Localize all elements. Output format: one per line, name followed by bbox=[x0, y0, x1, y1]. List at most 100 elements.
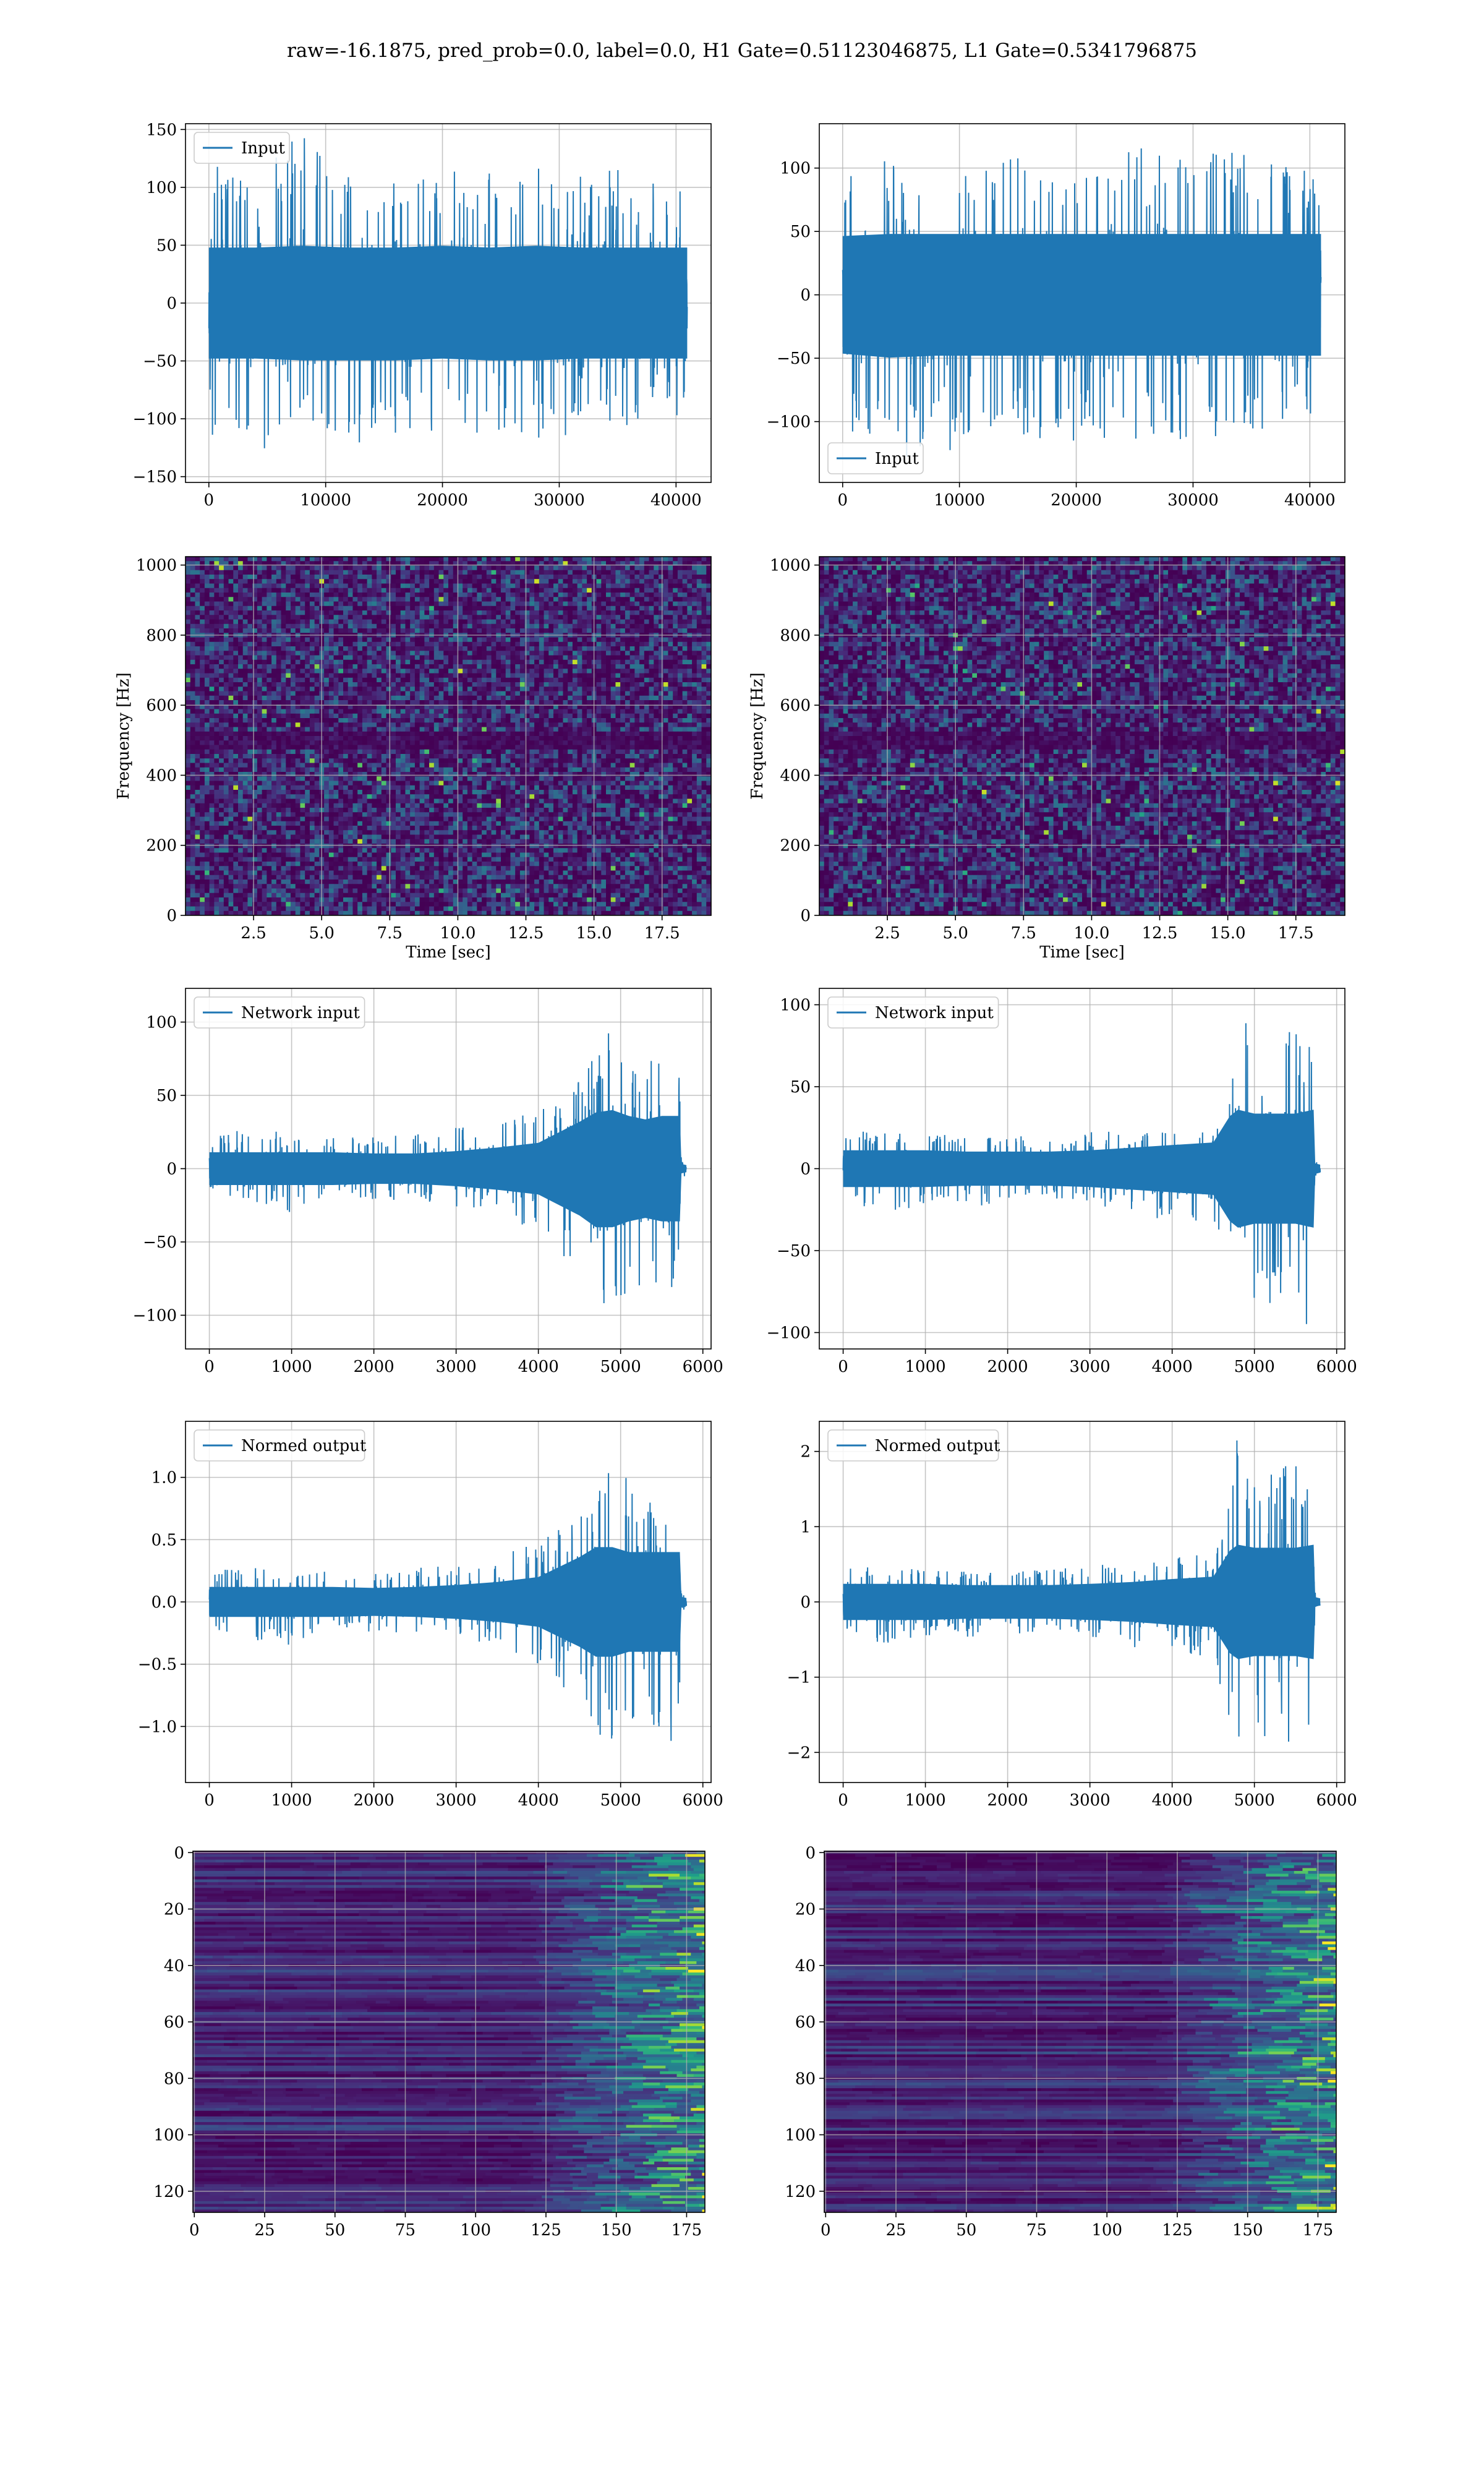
heatmap-cell bbox=[357, 601, 363, 607]
heatmap-cell bbox=[242, 691, 249, 696]
heatmap-cell bbox=[644, 655, 650, 661]
heatmap-cell bbox=[524, 646, 530, 651]
heatmap-cell bbox=[453, 749, 459, 755]
heatmap-cell bbox=[453, 718, 459, 723]
heatmap-cell bbox=[309, 628, 315, 633]
heatmap-cell bbox=[396, 695, 401, 701]
heatmap-cell bbox=[357, 718, 363, 723]
heatmap-cell bbox=[238, 606, 244, 611]
heatmap-cell bbox=[482, 669, 487, 674]
heatmap-cell bbox=[649, 731, 654, 737]
heatmap-cell bbox=[625, 736, 631, 741]
heatmap-cell bbox=[472, 673, 477, 678]
heatmap-cell bbox=[577, 565, 582, 571]
heatmap-cell bbox=[419, 722, 425, 728]
heatmap-cell bbox=[195, 736, 200, 741]
heatmap-cell bbox=[295, 740, 301, 746]
heatmap-cell bbox=[539, 669, 545, 674]
heatmap-cell bbox=[262, 597, 267, 602]
heatmap-cell bbox=[328, 713, 335, 719]
heatmap-cell bbox=[338, 565, 344, 571]
heatmap-cell bbox=[419, 655, 425, 661]
heatmap-cell bbox=[433, 651, 440, 656]
heatmap-cell bbox=[433, 740, 440, 746]
heatmap-cell bbox=[524, 610, 530, 615]
heatmap-cell bbox=[204, 718, 210, 723]
heatmap-cell bbox=[281, 687, 286, 692]
heatmap-cell bbox=[377, 646, 382, 651]
heatmap-cell bbox=[524, 637, 530, 643]
heatmap-cell bbox=[271, 597, 277, 602]
heatmap-cell bbox=[209, 749, 215, 755]
heatmap-cell bbox=[701, 579, 707, 584]
heatmap-cell bbox=[458, 745, 463, 750]
heatmap-cell bbox=[505, 722, 511, 728]
heatmap-cell bbox=[548, 740, 554, 746]
heatmap-cell bbox=[634, 691, 640, 696]
heatmap-cell bbox=[639, 641, 645, 647]
heatmap-cell bbox=[190, 740, 196, 746]
heatmap-cell bbox=[687, 561, 693, 567]
heatmap-cell bbox=[463, 749, 468, 755]
heatmap-cell bbox=[362, 575, 368, 580]
heatmap-cell bbox=[281, 588, 286, 593]
heatmap-cell bbox=[247, 740, 253, 746]
heatmap-cell bbox=[601, 583, 607, 589]
heatmap-cell bbox=[257, 575, 263, 580]
heatmap-cell bbox=[252, 601, 258, 607]
heatmap-cell bbox=[519, 615, 526, 620]
heatmap-cell bbox=[677, 731, 683, 737]
heatmap-cell bbox=[491, 615, 497, 620]
heatmap-cell bbox=[219, 570, 224, 575]
heatmap-cell bbox=[338, 610, 344, 615]
heatmap-cell bbox=[610, 637, 616, 643]
heatmap-cell bbox=[486, 718, 492, 723]
heatmap-cell bbox=[443, 713, 449, 719]
heatmap-cell bbox=[242, 619, 249, 625]
heatmap-cell bbox=[257, 593, 263, 597]
heatmap-cell bbox=[496, 731, 501, 737]
heatmap-cell bbox=[286, 575, 291, 580]
heatmap-cell bbox=[372, 682, 377, 687]
heatmap-cell bbox=[247, 677, 253, 683]
heatmap-cell bbox=[291, 713, 296, 719]
heatmap-cell bbox=[252, 651, 258, 656]
heatmap-cell bbox=[396, 700, 401, 705]
heatmap-cell bbox=[477, 570, 482, 575]
heatmap-cell bbox=[659, 579, 664, 584]
heatmap-cell bbox=[372, 754, 377, 759]
heatmap-cell bbox=[501, 659, 506, 665]
heatmap-cell bbox=[634, 727, 640, 732]
heatmap-cell bbox=[372, 749, 377, 755]
heatmap-cell bbox=[634, 677, 640, 683]
heatmap-cell bbox=[563, 673, 568, 678]
heatmap-cell bbox=[625, 593, 631, 597]
heatmap-cell bbox=[190, 673, 196, 678]
heatmap-cell bbox=[673, 722, 678, 728]
x-axis: 0 10000 20000 30000 40000 bbox=[204, 482, 702, 510]
heatmap-cell bbox=[386, 575, 391, 580]
heatmap-cell bbox=[477, 673, 482, 678]
heatmap-cell bbox=[309, 709, 315, 714]
heatmap-cell bbox=[458, 610, 463, 615]
heatmap-cell bbox=[204, 669, 210, 674]
heatmap-cell bbox=[195, 669, 200, 674]
heatmap-cell bbox=[281, 749, 286, 755]
heatmap-cell bbox=[438, 691, 444, 696]
heatmap-cell bbox=[654, 575, 659, 580]
heatmap-cell bbox=[186, 641, 191, 647]
heatmap-cell bbox=[262, 561, 267, 567]
heatmap-cell bbox=[309, 637, 315, 643]
heatmap-cell bbox=[309, 565, 315, 571]
heatmap-cell bbox=[706, 651, 711, 656]
heatmap-cell bbox=[634, 736, 640, 741]
heatmap-cell bbox=[195, 722, 200, 728]
heatmap-cell bbox=[357, 677, 363, 683]
heatmap-cell bbox=[414, 687, 420, 692]
heatmap-cell bbox=[200, 695, 205, 701]
heatmap-cell bbox=[482, 606, 487, 611]
heatmap-cell bbox=[625, 588, 631, 593]
heatmap-cell bbox=[424, 731, 430, 737]
heatmap-cell bbox=[501, 727, 506, 732]
heatmap-cell bbox=[682, 593, 688, 597]
